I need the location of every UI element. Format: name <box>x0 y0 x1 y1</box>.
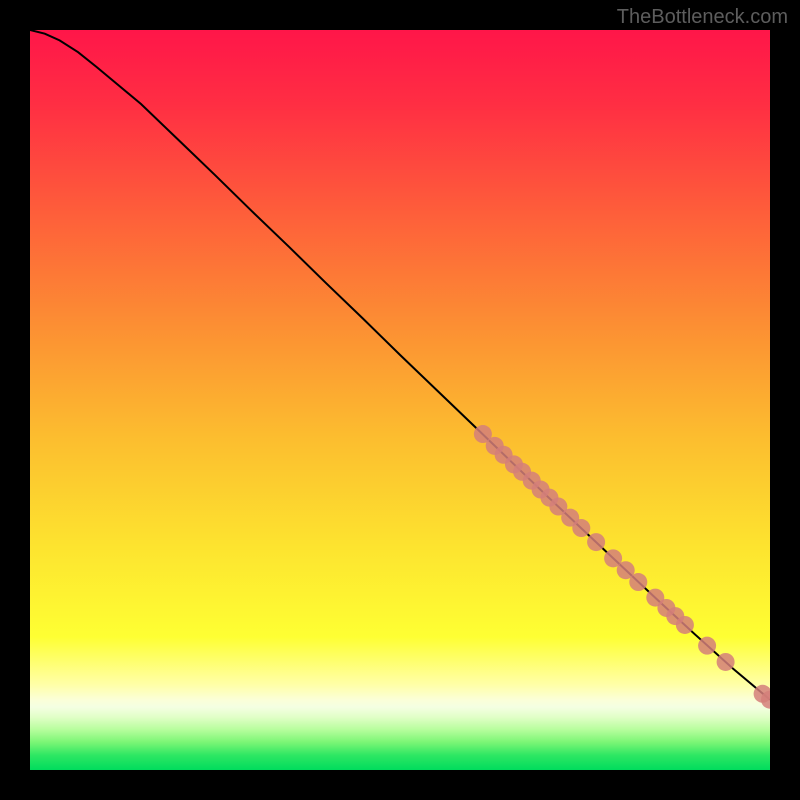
watermark-text: TheBottleneck.com <box>617 6 788 29</box>
chart-marker <box>629 573 647 591</box>
chart-marker <box>676 616 694 634</box>
chart-marker <box>587 533 605 551</box>
chart-svg-layer <box>30 30 770 770</box>
chart-markers-group <box>474 425 770 709</box>
chart-marker <box>698 637 716 655</box>
chart-marker <box>572 519 590 537</box>
chart-plot-area <box>30 30 770 770</box>
chart-marker <box>717 653 735 671</box>
